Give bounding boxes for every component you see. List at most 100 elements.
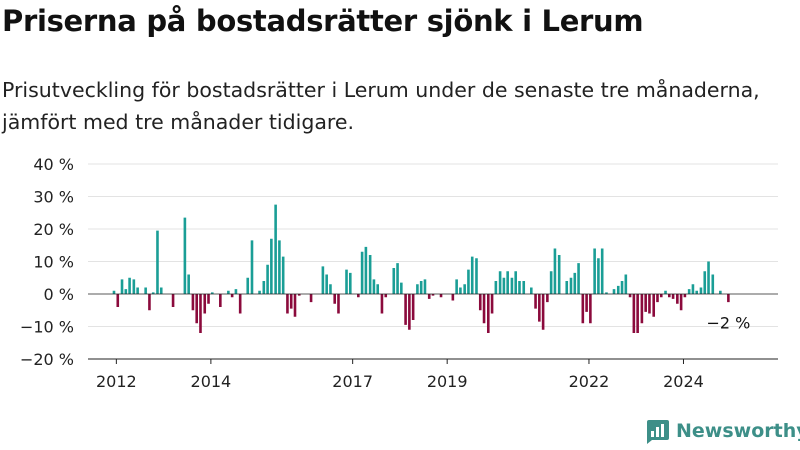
bar xyxy=(553,248,557,294)
bar xyxy=(207,294,210,304)
bar-chart: −20 %−10 %0 %10 %20 %30 %40 % 2012 2014 20… xyxy=(20,155,778,390)
brand: Newsworthy xyxy=(644,418,800,444)
bar xyxy=(546,294,549,303)
bar xyxy=(612,289,616,294)
y-axis-ticks: −20 % −10 % 0 % 10 % 20 % 30 % 40 % xyxy=(20,155,74,369)
x-tick-label: 2019 xyxy=(427,372,468,390)
bar xyxy=(266,264,269,294)
bar xyxy=(404,294,407,325)
bar xyxy=(676,294,679,304)
bar xyxy=(210,292,214,294)
bar xyxy=(455,279,458,294)
newsworthy-logo-icon xyxy=(647,420,669,444)
bar xyxy=(297,294,301,296)
grid-lines xyxy=(88,163,778,360)
brand-name: Newsworthy xyxy=(676,420,800,442)
bar xyxy=(719,290,722,294)
bar xyxy=(431,294,435,296)
bar xyxy=(616,285,620,294)
bar xyxy=(124,289,128,294)
bar xyxy=(475,258,478,294)
bar xyxy=(703,271,707,294)
bar xyxy=(171,294,175,307)
chart-title: Priserna på bostadsrätter sjönk i Lerum xyxy=(2,4,644,38)
bar xyxy=(348,272,352,294)
bar xyxy=(557,255,561,294)
bar xyxy=(396,263,399,294)
bar xyxy=(605,292,608,294)
x-axis-ticks: 2012 2014 2017 2019 2022 2024 xyxy=(96,359,704,390)
bar xyxy=(416,284,419,294)
bar xyxy=(400,282,403,294)
x-tick-label: 2017 xyxy=(332,372,373,390)
bar xyxy=(411,294,415,320)
bar xyxy=(191,294,195,311)
bar xyxy=(234,289,238,294)
bar xyxy=(679,294,683,311)
y-tick-label: 0 % xyxy=(44,285,74,304)
bar xyxy=(482,294,486,324)
y-tick-label: 10 % xyxy=(33,253,74,272)
bar xyxy=(600,248,604,294)
bar xyxy=(270,238,273,294)
bar xyxy=(656,294,659,303)
bar xyxy=(569,277,573,294)
bar xyxy=(506,271,509,294)
bars xyxy=(112,204,730,333)
bar xyxy=(120,279,124,294)
bar xyxy=(486,294,490,333)
bar xyxy=(648,294,651,314)
bar xyxy=(573,272,577,294)
bar xyxy=(664,290,667,294)
bar xyxy=(337,294,340,314)
bar xyxy=(463,284,466,294)
y-tick-label: 30 % xyxy=(33,188,74,207)
bar xyxy=(384,294,388,298)
bar xyxy=(636,294,639,333)
bar xyxy=(360,251,364,294)
bar xyxy=(183,217,187,294)
bar xyxy=(423,279,427,294)
bar xyxy=(589,294,592,324)
bar xyxy=(238,294,242,314)
bar xyxy=(227,290,230,294)
bar xyxy=(116,294,120,307)
bar xyxy=(727,294,730,303)
bar xyxy=(230,294,234,298)
bar xyxy=(136,287,139,294)
bar xyxy=(467,269,470,294)
bar xyxy=(451,294,455,301)
bar xyxy=(565,281,569,294)
bar xyxy=(628,294,632,298)
bar xyxy=(439,294,443,298)
bar xyxy=(707,261,710,294)
bar xyxy=(159,287,163,294)
bar xyxy=(199,294,202,333)
bar xyxy=(470,256,474,294)
bar xyxy=(683,294,687,298)
bar xyxy=(368,255,372,294)
bar xyxy=(278,240,281,294)
bar xyxy=(668,294,671,298)
y-tick-label: −10 % xyxy=(20,318,74,337)
bar xyxy=(156,230,159,294)
bar xyxy=(151,292,155,294)
bar xyxy=(549,271,553,294)
bar xyxy=(274,204,277,294)
bar xyxy=(585,294,588,312)
bar xyxy=(541,294,545,330)
bar xyxy=(652,294,656,317)
bar xyxy=(530,287,533,294)
bar xyxy=(695,290,699,294)
bar xyxy=(289,294,293,309)
bar xyxy=(620,281,624,294)
bar xyxy=(364,246,368,294)
bar xyxy=(262,281,266,294)
x-tick-label: 2012 xyxy=(96,372,137,390)
chart-subtitle: Prisutveckling för bostadsrätter i Lerum… xyxy=(2,78,760,134)
bar xyxy=(624,274,628,294)
bar xyxy=(281,256,285,294)
bar xyxy=(644,294,647,312)
bar xyxy=(372,279,376,294)
x-tick-label: 2014 xyxy=(191,372,232,390)
